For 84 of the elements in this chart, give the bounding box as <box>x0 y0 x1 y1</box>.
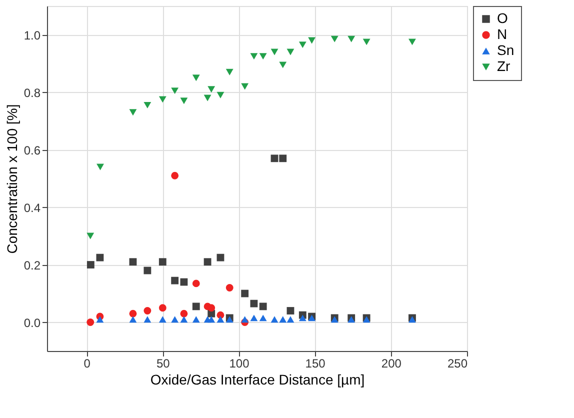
legend-label: N <box>497 26 508 42</box>
point <box>362 38 370 46</box>
point <box>241 290 249 298</box>
point <box>298 42 306 48</box>
legend-label: Zr <box>497 58 511 74</box>
point <box>86 318 94 326</box>
y-tick-label: 0.0 <box>24 316 41 330</box>
point <box>144 266 152 274</box>
point <box>192 316 200 323</box>
point <box>129 316 137 323</box>
point <box>226 68 234 76</box>
point <box>241 83 249 90</box>
point <box>171 88 179 94</box>
point <box>286 48 294 56</box>
point <box>86 232 94 240</box>
point <box>96 164 104 170</box>
point <box>180 278 188 286</box>
point <box>144 316 152 323</box>
point <box>216 92 224 98</box>
legend-label: Sn <box>497 42 514 58</box>
x-axis-title: Oxide/Gas Interface Distance [µm] <box>150 372 365 388</box>
point <box>408 38 416 46</box>
point <box>286 316 294 323</box>
x-tick-label: 150 <box>305 356 326 370</box>
point <box>158 304 166 312</box>
point <box>286 307 294 314</box>
point <box>216 254 224 262</box>
point <box>226 284 234 292</box>
point <box>259 53 267 60</box>
point <box>348 36 356 42</box>
point <box>180 316 188 323</box>
point <box>279 316 287 323</box>
y-axis-title: Concentration x 100 [%] <box>4 104 20 254</box>
point <box>250 314 258 322</box>
x-tick-label: 0 <box>84 356 91 370</box>
point <box>158 258 166 266</box>
x-tick-label: 200 <box>381 356 402 370</box>
point <box>270 48 278 56</box>
y-tick-label: 0.2 <box>24 258 41 272</box>
point <box>158 316 166 323</box>
point <box>250 300 258 308</box>
point <box>129 258 137 266</box>
point <box>259 302 267 310</box>
point <box>144 307 152 314</box>
legend-label: O <box>497 10 508 26</box>
point <box>250 53 258 60</box>
point <box>204 258 212 266</box>
point <box>279 154 287 162</box>
point <box>208 316 216 323</box>
point <box>270 154 278 162</box>
point <box>96 316 104 323</box>
y-tick-label: 0.8 <box>24 86 41 100</box>
point <box>208 86 216 93</box>
point <box>270 316 278 323</box>
y-tick-label: 0.4 <box>24 200 41 215</box>
point <box>96 254 104 262</box>
point <box>129 109 137 116</box>
point <box>180 310 188 318</box>
point <box>330 36 338 42</box>
point <box>192 280 200 288</box>
x-tick-label: 50 <box>156 356 170 370</box>
point <box>171 172 179 180</box>
point <box>259 314 267 322</box>
y-tick-label: 0.6 <box>24 143 41 158</box>
point <box>171 276 179 284</box>
point <box>180 98 188 104</box>
point <box>216 316 224 323</box>
point <box>204 94 212 102</box>
point <box>144 102 152 108</box>
point <box>192 302 200 310</box>
point <box>308 37 316 44</box>
point <box>241 316 249 323</box>
point <box>129 310 137 318</box>
x-tick-label: 250 <box>447 356 468 370</box>
y-tick-label: 1.0 <box>24 28 41 42</box>
point <box>208 304 216 312</box>
point <box>279 62 287 68</box>
x-tick-label: 100 <box>229 356 250 370</box>
point <box>158 96 166 103</box>
point <box>298 314 306 322</box>
point <box>216 311 224 319</box>
point <box>86 261 94 268</box>
point <box>171 316 179 323</box>
point <box>192 74 200 82</box>
